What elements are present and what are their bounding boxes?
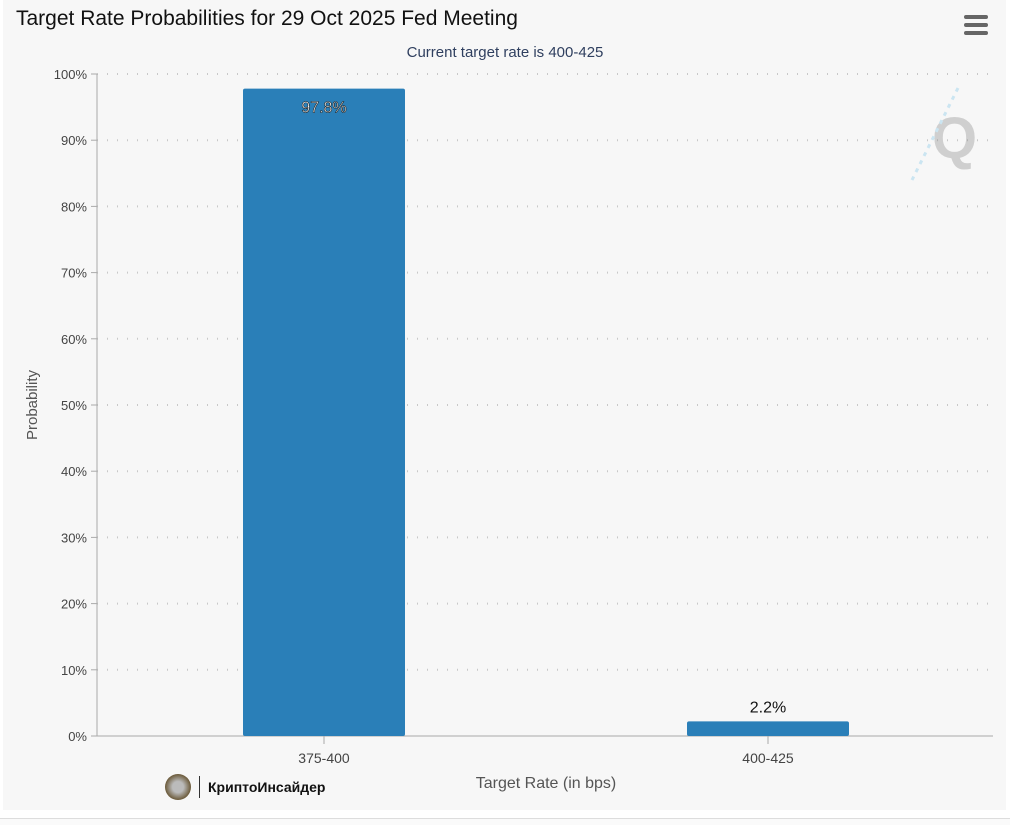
hamburger-menu-icon[interactable] (964, 15, 988, 35)
y-tick-label: 100% (54, 67, 88, 82)
bottom-strip (0, 818, 1010, 825)
chart-card (3, 0, 1006, 810)
y-axis-label: Probability (24, 369, 41, 440)
x-axis-label: Target Rate (in bps) (476, 775, 617, 792)
chart-subtitle: Current target rate is 400-425 (406, 44, 604, 61)
data-label: 97.8% (301, 100, 346, 117)
y-tick-label: 40% (61, 464, 87, 479)
watermark-logo-icon: Q (910, 87, 977, 181)
data-label: 2.2% (750, 699, 786, 716)
y-tick-label: 20% (61, 597, 87, 612)
x-tick-label: 400-425 (742, 750, 794, 766)
y-tick-label: 70% (61, 266, 87, 281)
brand-avatar-icon (165, 774, 191, 800)
bar-375-400[interactable] (243, 88, 405, 736)
brand-text: КриптоИнсайдер (208, 779, 326, 795)
y-tick-label: 30% (61, 530, 87, 545)
y-tick-label: 80% (61, 199, 87, 214)
y-tick-label: 0% (68, 729, 87, 744)
svg-text:Q: Q (932, 106, 977, 171)
y-tick-label: 50% (61, 398, 87, 413)
x-tick-label: 375-400 (298, 750, 350, 766)
brand-watermark: КриптоИнсайдер (165, 774, 325, 800)
divider (199, 776, 200, 798)
y-tick-label: 60% (61, 332, 87, 347)
bar-400-425[interactable] (687, 721, 849, 736)
chart-title: Target Rate Probabilities for 29 Oct 202… (16, 7, 518, 30)
y-tick-label: 10% (61, 663, 87, 678)
y-tick-label: 90% (61, 133, 87, 148)
